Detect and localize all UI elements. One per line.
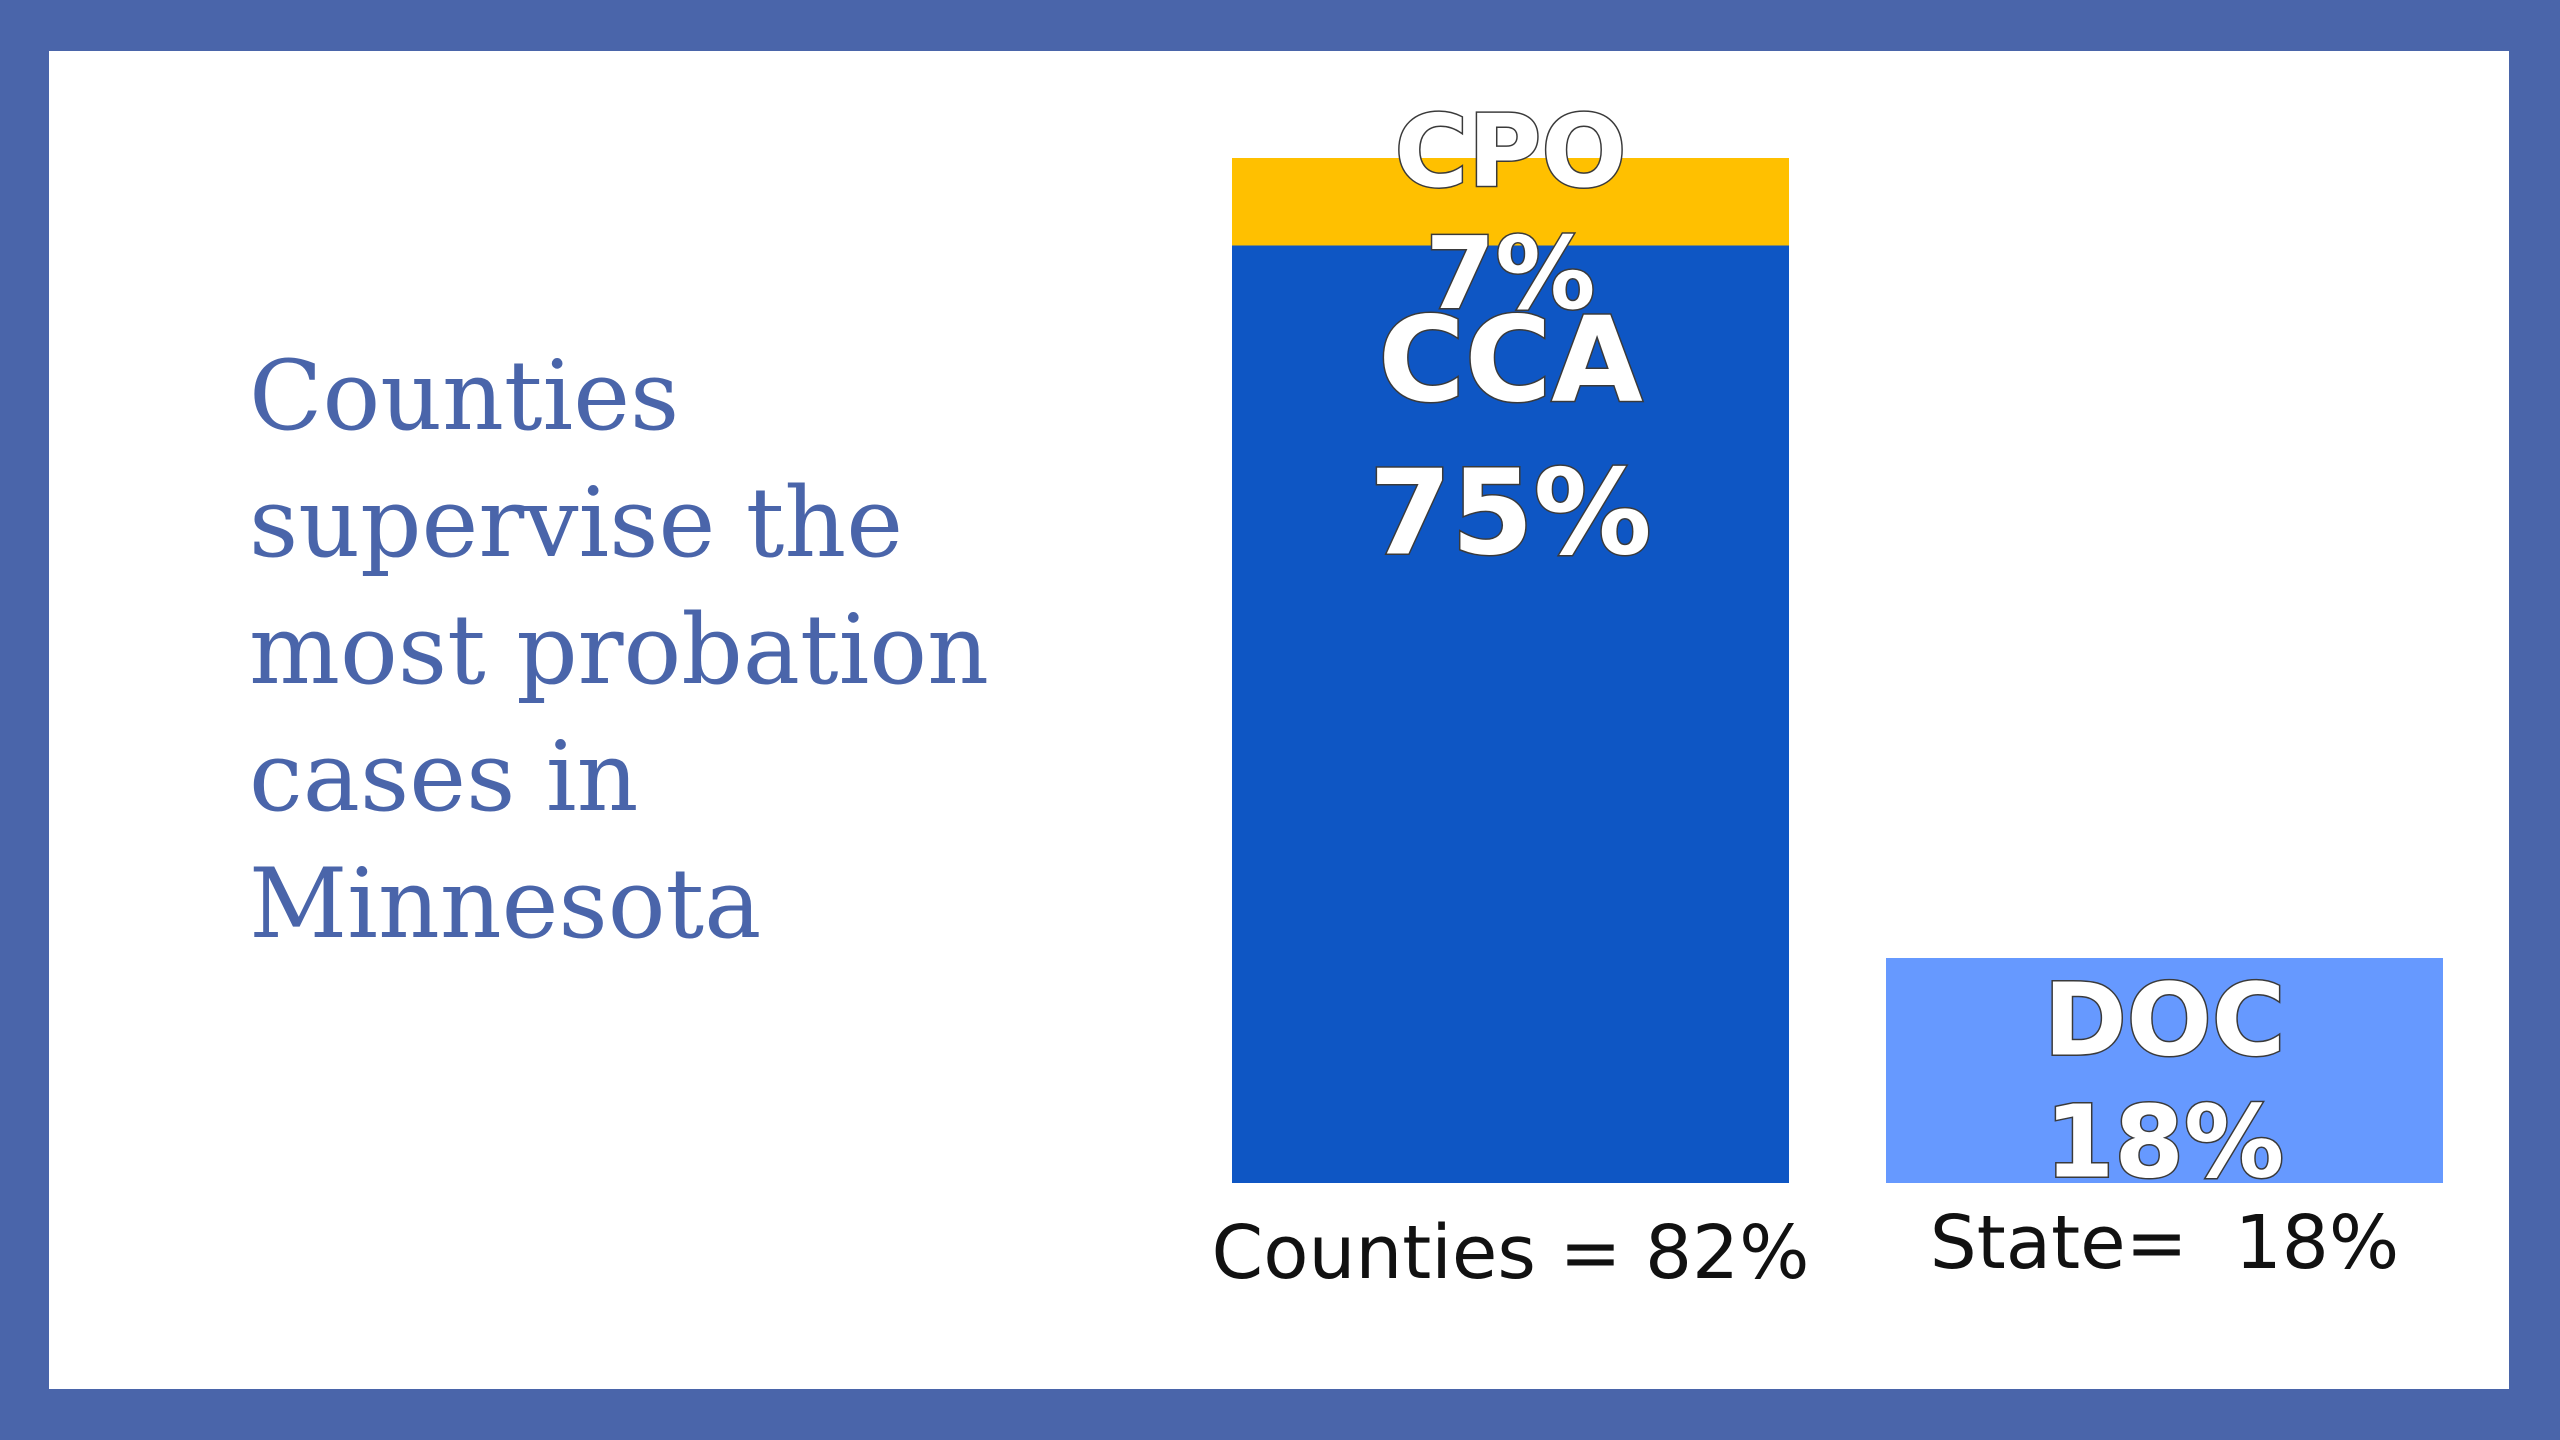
bar-segment-doc (1886, 958, 2443, 1183)
headline-line: supervise the (249, 467, 903, 579)
segment-name-label-doc: DOC (2044, 962, 2285, 1079)
segment-value-label-doc: 18% (2045, 1084, 2284, 1201)
category-caption: Counties = 82% (1212, 1210, 1810, 1296)
segment-value-label-cca: 75% (1369, 444, 1651, 582)
headline-line: Counties (249, 340, 680, 452)
category-caption: State= 18% (1930, 1200, 2399, 1286)
slide-headline: Counties supervise the most probation ca… (249, 333, 1199, 968)
segment-name-label-cpo: CPO (1395, 93, 1627, 210)
segment-value-label-cpo: 7% (1426, 215, 1596, 332)
bar-segment-cpo (1232, 158, 1789, 246)
bar-segment-cca (1232, 245, 1789, 1183)
headline-line: Minnesota (249, 848, 762, 960)
headline-line: cases in (249, 721, 639, 833)
headline-line: most probation (249, 594, 989, 706)
segment-name-label-cca: CCA (1378, 291, 1643, 429)
